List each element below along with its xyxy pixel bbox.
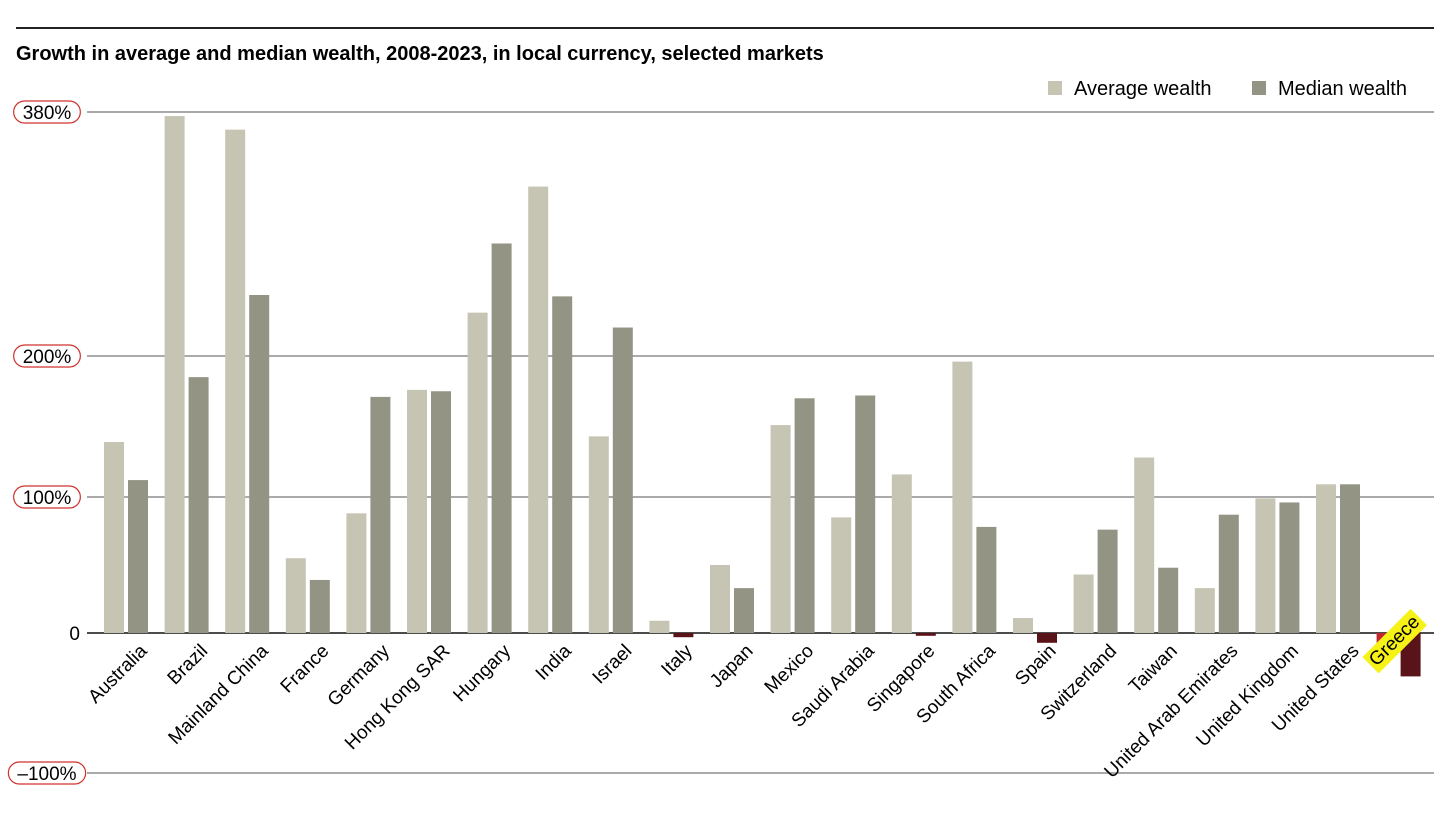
bar-average-australia	[104, 442, 124, 633]
y-tick-label: 200%	[23, 347, 72, 368]
x-tick-label-group: Mexico	[761, 641, 818, 698]
x-tick-label: Italy	[657, 640, 697, 680]
y-tick-label-outline	[13, 485, 81, 509]
bar-median-hungary	[491, 243, 512, 633]
y-tick-label-outline	[13, 100, 81, 124]
bar-average-saudi-arabia	[831, 517, 852, 633]
x-tick-label-group: Taiwan	[1125, 641, 1182, 698]
bar-median-japan	[734, 588, 754, 633]
bar-average-taiwan	[1134, 457, 1155, 633]
x-tick-label: Hungary	[449, 640, 515, 706]
bar-average-mainland-china	[225, 129, 246, 633]
bar-median-united-states	[1340, 484, 1360, 633]
x-tick-label-group: Hungary	[449, 640, 515, 706]
x-tick-label: Australia	[84, 640, 151, 707]
legend-swatch	[1252, 81, 1266, 95]
bar-median-switzerland	[1097, 529, 1118, 633]
x-tick-label: Japan	[706, 641, 757, 692]
x-tick-label-group: France	[277, 641, 334, 698]
bar-average-mexico	[770, 425, 791, 633]
bar-median-taiwan	[1158, 567, 1179, 633]
x-tick-label-group: Hong Kong SAR	[341, 641, 454, 754]
x-tick-label-group: United Kingdom	[1192, 641, 1302, 751]
x-tick-label: Brazil	[164, 641, 212, 689]
y-tick-label: –100%	[17, 764, 76, 785]
x-tick-label: Mexico	[761, 641, 818, 698]
bar-median-france	[309, 579, 330, 633]
x-tick-label: Taiwan	[1125, 641, 1182, 698]
bar-average-japan	[710, 565, 730, 633]
bar-average-israel	[588, 436, 609, 633]
bar-median-south-africa	[976, 526, 997, 633]
bar-average-south-africa	[952, 361, 973, 633]
bar-median-singapore	[915, 633, 936, 636]
bar-median-germany	[370, 396, 391, 633]
bar-average-united-states	[1316, 484, 1336, 633]
bar-average-italy	[649, 620, 670, 633]
x-tick-label: Israel	[589, 641, 637, 689]
top-rule	[16, 27, 1434, 29]
y-tick-label-outline	[13, 344, 81, 368]
bar-median-brazil	[188, 377, 209, 633]
y-tick-label-outline	[7, 761, 87, 785]
bar-median-saudi-arabia	[855, 395, 876, 633]
bar-average-switzerland	[1073, 574, 1094, 633]
bar-median-mexico	[794, 398, 815, 633]
bar-median-united-kingdom	[1279, 502, 1300, 633]
legend-swatch	[1048, 81, 1062, 95]
bar-median-italy	[673, 633, 694, 638]
x-tick-label: United Kingdom	[1192, 641, 1302, 751]
x-tick-label-group: Australia	[84, 640, 151, 707]
bar-average-united-kingdom	[1255, 498, 1276, 633]
bar-average-hungary	[467, 312, 488, 633]
x-tick-label-group: India	[532, 640, 576, 684]
y-tick-label: 0	[69, 624, 80, 645]
x-tick-label: Spain	[1011, 641, 1060, 690]
x-tick-label: India	[532, 640, 576, 684]
bar-median-australia	[128, 480, 148, 633]
bar-average-singapore	[891, 474, 912, 633]
x-tick-label-group: Israel	[589, 641, 637, 689]
bar-average-germany	[346, 513, 367, 633]
bar-average-france	[285, 558, 306, 633]
x-tick-label-group: Spain	[1011, 641, 1060, 690]
highlight-marker	[1362, 608, 1427, 674]
bar-median-hong-kong-sar	[431, 391, 451, 633]
legend-label: Median wealth	[1278, 78, 1407, 100]
bar-median-united-arab-emirates	[1218, 514, 1239, 633]
bar-median-israel	[612, 327, 633, 633]
bar-average-india	[528, 186, 549, 634]
bar-average-spain	[1013, 618, 1033, 633]
legend-label: Average wealth	[1074, 78, 1212, 100]
y-tick-label: 100%	[23, 488, 72, 509]
x-tick-label: France	[277, 641, 334, 698]
bar-average-hong-kong-sar	[407, 389, 427, 633]
bar-average-united-arab-emirates	[1194, 588, 1215, 633]
x-tick-label: Hong Kong SAR	[341, 641, 454, 754]
bar-median-mainland-china	[249, 295, 270, 633]
x-tick-label-group: Italy	[657, 640, 697, 680]
bar-median-spain	[1037, 633, 1057, 643]
bar-median-india	[552, 296, 573, 633]
x-tick-label-group: Brazil	[164, 641, 212, 689]
y-tick-label: 380%	[23, 103, 72, 124]
bar-average-brazil	[164, 116, 185, 634]
x-tick-label-group: Japan	[706, 641, 757, 692]
chart-title: Growth in average and median wealth, 200…	[16, 43, 824, 65]
